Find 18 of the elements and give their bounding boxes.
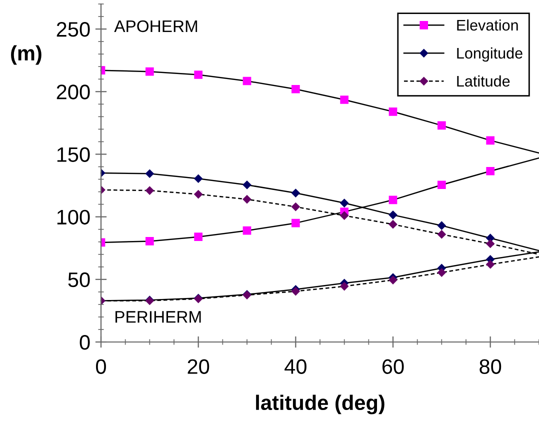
x-tick-label: 40 — [284, 359, 306, 374]
y-axis-title: (m) — [11, 45, 42, 65]
y-tick-label: 150 — [57, 147, 90, 162]
y-tick-label: 50 — [68, 272, 90, 288]
x-tick-label: 60 — [382, 359, 404, 374]
y-tick-label: 0 — [80, 335, 90, 350]
x-tick-label: 20 — [188, 359, 210, 374]
y-tick-label: 250 — [56, 22, 90, 37]
legend-label: Longitude — [457, 47, 522, 62]
annotation: PERIHERM — [116, 311, 201, 323]
y-tick-label: 200 — [56, 84, 90, 100]
x-tick-label: 80 — [480, 359, 502, 374]
x-tick-label: 0 — [96, 359, 106, 374]
legend-label: Latitude — [457, 75, 510, 87]
x-axis-title: latitude (deg) — [256, 394, 384, 414]
annotation: APOHERM — [114, 20, 198, 32]
y-tick-label: 100 — [57, 210, 90, 225]
legend-label: Elevation — [457, 19, 518, 31]
